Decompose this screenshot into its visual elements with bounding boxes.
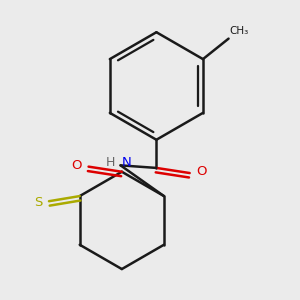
Text: S: S (34, 196, 43, 209)
Text: O: O (72, 159, 82, 172)
Text: O: O (196, 165, 207, 178)
Text: H: H (106, 156, 116, 169)
Text: CH₃: CH₃ (230, 26, 249, 36)
Text: N: N (122, 156, 132, 169)
